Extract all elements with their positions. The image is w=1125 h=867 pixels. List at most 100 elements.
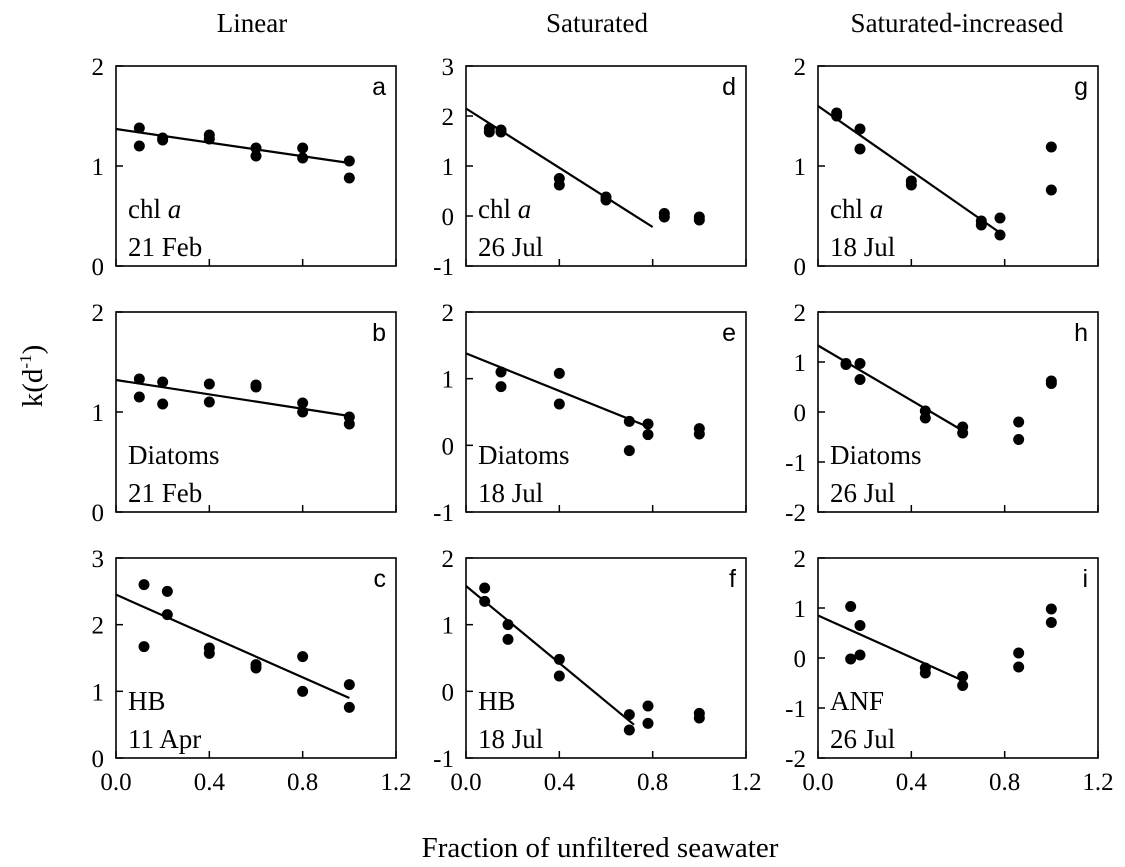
data-point: [957, 680, 969, 691]
panel-label-text: Diatoms: [128, 440, 220, 470]
x-tick-label: 0.4: [896, 769, 928, 796]
x-tick-label: 1.2: [730, 769, 761, 796]
data-point: [495, 366, 507, 378]
regression-line: [817, 105, 1006, 237]
y-tick-label: 0: [794, 400, 807, 427]
data-point: [553, 179, 565, 191]
panel-label-line2: 18 Jul: [478, 724, 543, 754]
y-axis-label: k(d-1): [16, 345, 49, 408]
data-point: [975, 219, 987, 231]
data-point: [343, 172, 355, 184]
data-point: [161, 585, 173, 597]
y-tick-label: -1: [433, 500, 454, 527]
data-point: [658, 211, 670, 223]
panel-frame: [465, 557, 747, 759]
y-tick-label: 0: [442, 679, 455, 706]
data-point: [297, 651, 309, 663]
data-point: [854, 143, 866, 155]
panel-label-line1: HB: [128, 686, 166, 716]
panel-f: -1 0 1 2 0.0 0.4 0.8 1.2 f HB 18 Jul: [433, 546, 761, 796]
data-point: [845, 653, 857, 665]
y-tick-label: 1: [794, 350, 807, 377]
panel-label-line1: chl a: [128, 194, 181, 224]
panel-label-line2: 26 Jul: [830, 724, 895, 754]
x-tick-label: 1.2: [380, 769, 411, 796]
data-point: [693, 428, 705, 440]
data-point: [157, 134, 169, 146]
data-point: [1045, 184, 1057, 196]
panel-label-italic: a: [168, 194, 182, 224]
panel-e: -1 0 1 2 e Diatoms 18 Jul: [433, 300, 747, 527]
data-point: [502, 633, 514, 645]
data-point: [693, 712, 705, 724]
y-axis-label-sup: -1: [16, 354, 35, 368]
panel-letter: i: [1082, 565, 1088, 593]
regression-line: [115, 378, 350, 418]
y-tick-label: 1: [442, 154, 455, 181]
data-point: [1013, 647, 1025, 659]
panel-label-text: Diatoms: [830, 440, 922, 470]
panel-letter: d: [722, 73, 736, 101]
data-point: [553, 670, 565, 682]
data-point: [957, 671, 969, 682]
y-tick-label: 1: [442, 613, 455, 640]
data-point: [203, 396, 215, 408]
data-point: [133, 122, 145, 134]
y-tick-label: 3: [442, 54, 455, 81]
y-axis-label-main: k(d: [17, 368, 49, 407]
data-point: [854, 358, 866, 369]
data-point: [831, 110, 843, 122]
y-tick-label: 2: [442, 104, 455, 131]
panel-letter: a: [372, 73, 386, 101]
y-tick-label: 0: [92, 500, 105, 527]
data-point: [994, 212, 1006, 224]
regression-line: [465, 585, 635, 726]
y-tick-label: -1: [433, 746, 454, 773]
data-point: [297, 685, 309, 697]
y-tick-label: -1: [433, 254, 454, 281]
x-tick-label: 0.0: [100, 769, 131, 796]
data-point: [957, 427, 969, 439]
data-point: [250, 142, 262, 154]
data-point: [343, 155, 355, 167]
data-point: [495, 381, 507, 393]
data-point: [133, 391, 145, 403]
panel-label-italic: a: [518, 194, 532, 224]
y-tick-label: 1: [92, 400, 105, 427]
data-point: [1013, 416, 1025, 428]
y-tick-label: 2: [794, 300, 807, 327]
x-tick-label: 0.8: [989, 769, 1020, 796]
column-title-linear: Linear: [217, 8, 287, 38]
y-tick-label: 2: [92, 54, 105, 81]
y-tick-label: 2: [794, 54, 807, 81]
regression-line: [817, 614, 964, 682]
panel-letter: c: [374, 565, 387, 593]
x-tick-label: 0.8: [287, 769, 318, 796]
data-point: [203, 647, 215, 659]
data-point: [623, 724, 635, 736]
data-point: [840, 359, 852, 370]
data-point: [495, 126, 507, 138]
panel-letter: e: [722, 319, 736, 347]
data-point: [1045, 378, 1057, 389]
y-tick-label: -2: [785, 500, 806, 527]
data-point: [854, 649, 866, 661]
data-point: [919, 412, 931, 424]
y-tick-label: 0: [794, 646, 807, 673]
y-tick-label: 1: [442, 367, 455, 394]
data-point: [854, 123, 866, 135]
panel-label-italic: a: [870, 194, 884, 224]
panel-label-line2: 21 Feb: [128, 232, 202, 262]
regression-line: [115, 593, 350, 700]
panel-label-text: chl: [478, 194, 518, 224]
data-point: [994, 229, 1006, 241]
y-tick-label: -2: [785, 746, 806, 773]
panel-label-text: ANF: [830, 686, 884, 716]
panel-label-line2: 11 Apr: [128, 724, 201, 754]
y-tick-label: 0: [92, 746, 105, 773]
panel-c: 0 1 2 3 0.0 0.4 0.8 1.2 c HB 11 Apr: [92, 546, 412, 796]
panel-label-line2: 18 Jul: [478, 478, 543, 508]
